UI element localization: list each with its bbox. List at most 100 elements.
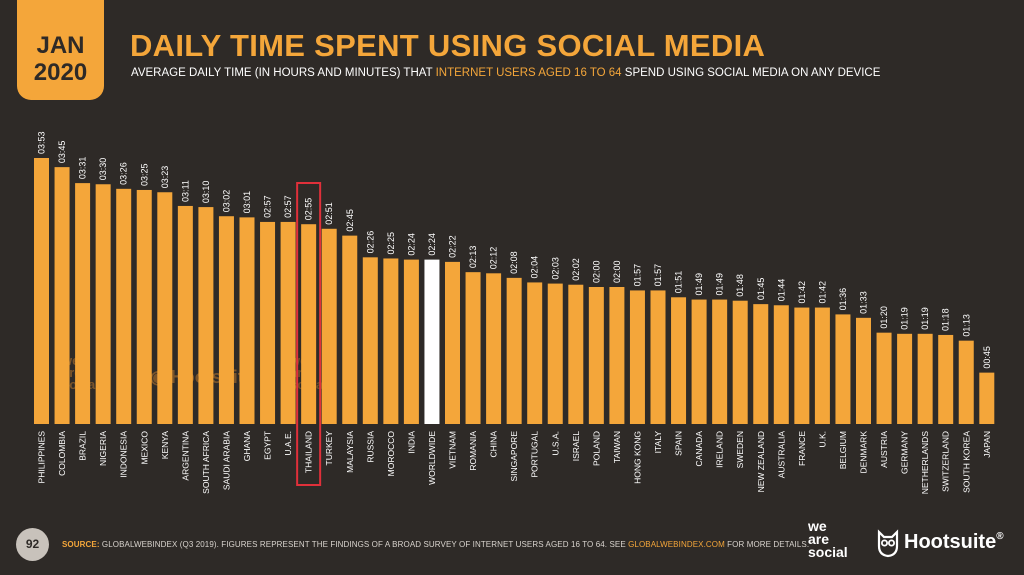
- subtitle-text-end: SPEND USING SOCIAL MEDIA ON ANY DEVICE: [621, 67, 881, 79]
- bar-romania: [465, 272, 481, 424]
- value-label-u-a-e: 02:57: [283, 195, 293, 218]
- category-label-singapore: SINGAPORE: [509, 431, 519, 482]
- category-label-u-k: U.K.: [817, 431, 827, 448]
- category-label-sweden: SWEDEN: [735, 431, 745, 468]
- category-label-spain: SPAIN: [674, 431, 684, 456]
- logo-line-social: social: [808, 544, 848, 560]
- category-label-south-africa: SOUTH AFRICA: [201, 431, 211, 494]
- value-label-hong-kong: 01:57: [632, 264, 642, 287]
- bar-taiwan: [609, 287, 625, 424]
- category-label-new-zealand: NEW ZEALAND: [756, 431, 766, 492]
- value-label-new-zealand: 01:45: [756, 278, 766, 301]
- category-label-taiwan: TAIWAN: [612, 431, 622, 463]
- bar-u-s-a: [547, 283, 563, 424]
- value-label-south-korea: 01:13: [961, 314, 971, 337]
- category-label-germany: GERMANY: [900, 431, 910, 474]
- hootsuite-owl-icon: [877, 529, 899, 558]
- value-label-austria: 01:20: [879, 306, 889, 329]
- category-label-israel: ISRAEL: [571, 431, 581, 462]
- value-label-worldwide: 02:24: [427, 233, 437, 256]
- value-label-south-africa: 03:10: [201, 181, 211, 204]
- we-are-social-logo: we are social: [808, 518, 848, 560]
- bar-israel: [568, 284, 584, 424]
- value-label-sweden: 01:48: [735, 274, 745, 297]
- bar-malaysia: [342, 235, 358, 424]
- value-label-brazil: 03:31: [78, 157, 88, 180]
- category-label-colombia: COLOMBIA: [57, 431, 67, 476]
- category-label-belgium: BELGIUM: [838, 431, 848, 469]
- value-label-saudi-arabia: 03:02: [221, 190, 231, 213]
- bar-new-zealand: [753, 304, 769, 424]
- category-label-nigeria: NIGERIA: [98, 431, 108, 466]
- category-label-ghana: GHANA: [242, 431, 252, 462]
- badge-year: 2020: [33, 59, 88, 86]
- category-label-poland: POLAND: [591, 431, 601, 466]
- category-label-thailand: THAILAND: [304, 431, 314, 473]
- value-label-kenya: 03:23: [160, 166, 170, 189]
- value-label-malaysia: 02:45: [345, 209, 355, 232]
- category-label-brazil: BRAZIL: [78, 431, 88, 461]
- value-label-romania: 02:13: [468, 246, 478, 269]
- value-label-vietnam: 02:22: [448, 235, 458, 258]
- bar-nigeria: [95, 184, 111, 424]
- value-label-russia: 02:26: [365, 231, 375, 254]
- value-label-canada: 01:49: [694, 273, 704, 296]
- value-label-germany: 01:19: [900, 307, 910, 330]
- value-label-ghana: 03:01: [242, 191, 252, 214]
- category-label-vietnam: VIETNAM: [448, 431, 458, 469]
- bar-poland: [588, 287, 604, 424]
- category-label-japan: JAPAN: [982, 431, 992, 458]
- source-link[interactable]: GLOBALWEBINDEX.COM: [628, 540, 725, 549]
- highlight-box-thailand: [296, 182, 322, 486]
- category-label-indonesia: INDONESIA: [119, 431, 129, 478]
- hootsuite-wordmark: Hootsuite: [904, 531, 997, 553]
- bar-u-k: [814, 307, 830, 424]
- page-number: 92: [16, 528, 49, 561]
- category-label-mexico: MEXICO: [139, 431, 149, 465]
- value-label-spain: 01:51: [674, 271, 684, 294]
- logo-line-are: are: [808, 531, 830, 547]
- category-label-argentina: ARGENTINA: [180, 431, 190, 481]
- source-text: GLOBALWEBINDEX (Q3 2019). FIGURES REPRES…: [99, 540, 629, 549]
- value-label-indonesia: 03:26: [119, 162, 129, 185]
- category-label-australia: AUSTRALIA: [776, 431, 786, 479]
- logo-line-we: we: [808, 518, 827, 534]
- value-label-japan: 00:45: [982, 346, 992, 369]
- bar-canada: [691, 299, 707, 424]
- bar-egypt: [260, 221, 276, 424]
- bar-brazil: [75, 183, 91, 424]
- category-label-south-korea: SOUTH KOREA: [961, 431, 971, 493]
- bar-switzerland: [938, 334, 954, 424]
- bar-u-a-e: [280, 221, 296, 424]
- bar-south-korea: [958, 340, 974, 424]
- value-label-singapore: 02:08: [509, 251, 519, 274]
- bar-philippines: [34, 158, 49, 424]
- category-label-morocco: MOROCCO: [386, 431, 396, 477]
- source-text-end: FOR MORE DETAILS.: [724, 540, 810, 549]
- chart-title: DAILY TIME SPENT USING SOCIAL MEDIA: [130, 28, 766, 63]
- bar-ireland: [712, 299, 728, 424]
- value-label-egypt: 02:57: [263, 195, 273, 218]
- bar-italy: [650, 290, 666, 424]
- bar-vietnam: [445, 261, 460, 424]
- value-label-india: 02:24: [406, 233, 416, 256]
- value-label-poland: 02:00: [591, 260, 601, 283]
- value-label-morocco: 02:25: [386, 232, 396, 255]
- badge-month: JAN: [36, 32, 85, 59]
- bar-hong-kong: [629, 290, 645, 424]
- category-label-turkey: TURKEY: [324, 431, 334, 466]
- value-label-switzerland: 01:18: [941, 308, 951, 331]
- value-label-netherlands: 01:19: [920, 307, 930, 330]
- category-label-china: CHINA: [489, 431, 499, 458]
- category-label-worldwide: WORLDWIDE: [427, 431, 437, 485]
- value-label-portugal: 02:04: [530, 256, 540, 279]
- bar-worldwide: [424, 259, 440, 424]
- bar-indonesia: [116, 188, 132, 424]
- bar-netherlands: [917, 333, 933, 424]
- category-label-canada: CANADA: [694, 431, 704, 467]
- category-label-switzerland: SWITZERLAND: [941, 431, 951, 492]
- category-label-denmark: DENMARK: [859, 431, 869, 474]
- category-label-saudi-arabia: SAUDI ARABIA: [221, 431, 231, 490]
